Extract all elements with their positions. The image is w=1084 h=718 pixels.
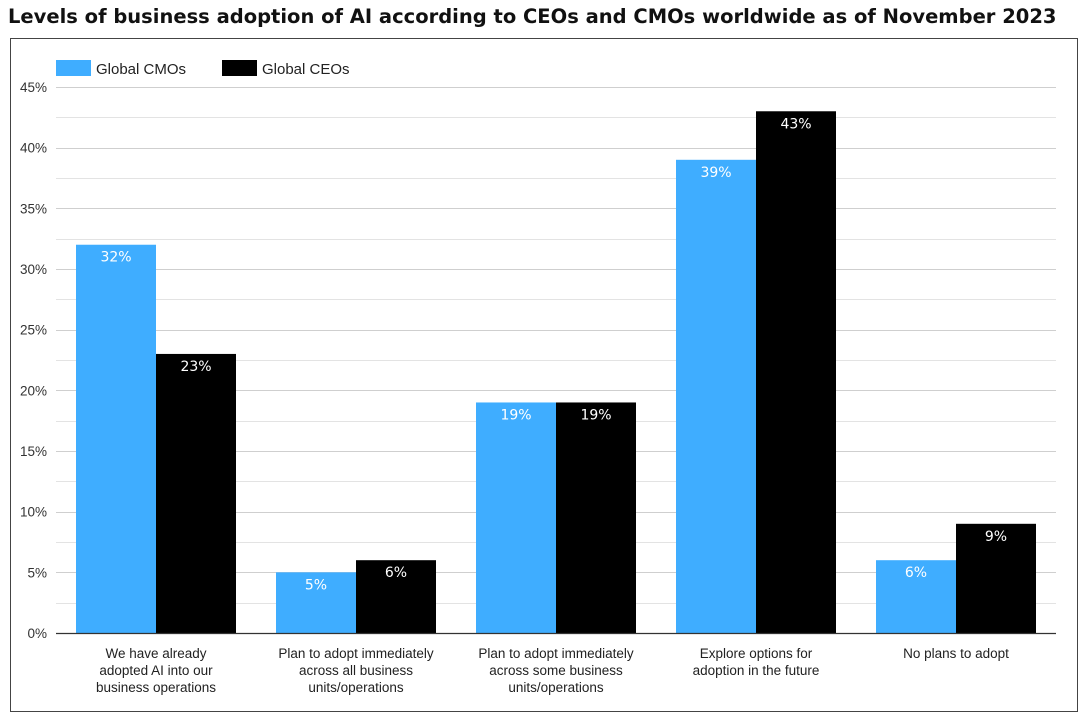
chart-title: Levels of business adoption of AI accord… — [8, 5, 1057, 28]
bar-global-ceos — [956, 523, 1036, 633]
bar-global-cmos — [76, 244, 156, 633]
y-tick-label: 20% — [20, 383, 47, 398]
x-category-label: No plans to adopt — [903, 646, 1009, 661]
data-label: 39% — [700, 165, 731, 181]
y-tick-label: 15% — [20, 444, 47, 459]
y-tick-label: 35% — [20, 201, 47, 216]
y-tick-label: 10% — [20, 505, 47, 520]
bar-global-cmos — [276, 572, 356, 633]
x-category-label: We have already adopted AI into our busine… — [96, 646, 216, 695]
legend-swatch — [222, 60, 257, 76]
y-tick-label: 45% — [20, 80, 47, 95]
bar-global-cmos — [476, 402, 556, 633]
y-tick-label: 25% — [20, 323, 47, 338]
data-label: 23% — [180, 359, 211, 375]
legend-label: Global CMOs — [96, 61, 186, 78]
legend: Global CMOs Global CEOs — [56, 60, 350, 78]
data-label: 5% — [305, 577, 327, 593]
data-label: 6% — [905, 565, 927, 581]
data-label: 19% — [500, 407, 531, 423]
bars: 32% 23% 5% 6% 19% 19% 39% 43% 6% 9% — [76, 111, 1036, 634]
legend-swatch — [56, 60, 91, 76]
x-category-label: Plan to adopt immediately across all busi… — [278, 646, 434, 695]
x-category-label: Explore options for adoption in the futur… — [693, 646, 820, 678]
y-tick-label: 5% — [27, 565, 47, 580]
y-tick-label: 0% — [27, 626, 47, 641]
bar-global-ceos — [556, 402, 636, 633]
bar-global-cmos — [876, 560, 956, 633]
data-label: 32% — [100, 250, 131, 266]
data-label: 19% — [580, 407, 611, 423]
x-category-label: Plan to adopt immediately across some bus… — [478, 646, 634, 695]
data-label: 6% — [385, 565, 407, 581]
y-tick-label: 30% — [20, 262, 47, 277]
bar-global-cmos — [676, 159, 756, 634]
y-axis: 0% 5% 10% 15% 20% 25% 30% 35% 40% 45% — [20, 80, 47, 641]
x-axis: We have already adopted AI into our busine… — [96, 646, 1009, 695]
y-tick-label: 40% — [20, 141, 47, 156]
legend-label: Global CEOs — [262, 61, 350, 78]
bar-global-ceos — [756, 111, 836, 634]
data-label: 9% — [985, 529, 1007, 545]
bar-global-ceos — [156, 353, 236, 633]
data-label: 43% — [780, 116, 811, 132]
bar-global-ceos — [356, 560, 436, 633]
